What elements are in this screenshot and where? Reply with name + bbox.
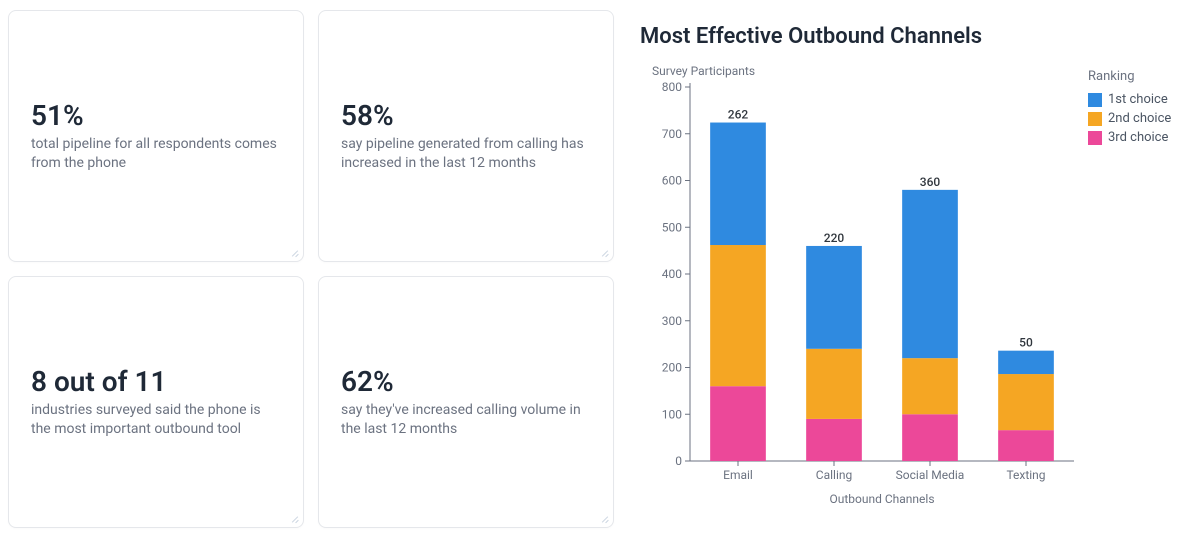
stat-value: 62% [341, 365, 591, 399]
stat-card: 51% total pipeline for all respondents c… [8, 10, 304, 262]
y-axis-title: Survey Participants [652, 64, 755, 78]
y-tick-label: 300 [662, 314, 682, 328]
bar-segment [902, 414, 958, 461]
stat-card: 8 out of 11 industries surveyed said the… [8, 276, 304, 528]
chart-panel: Most Effective Outbound Channels Survey … [616, 8, 1198, 530]
stacked-bar-chart: Survey Participants 0 100 200 300 400 500 600 70… [640, 57, 1080, 517]
stat-description: industries surveyed said the phone is th… [31, 401, 281, 439]
resize-handle-icon [598, 512, 610, 524]
legend-swatch [1088, 112, 1102, 126]
stat-value: 51% [31, 99, 281, 133]
y-tick-label: 600 [662, 174, 682, 188]
resize-handle-icon [288, 246, 300, 258]
y-tick-label: 700 [662, 127, 682, 141]
bar-value-label: 262 [728, 108, 749, 122]
legend-item: 3rd choice [1088, 130, 1190, 145]
x-tick-label: Email [723, 468, 753, 482]
chart-plot-area: Survey Participants 0 100 200 300 400 500 600 70… [640, 57, 1080, 522]
y-tick-label: 500 [662, 220, 682, 234]
bar-segment [806, 349, 862, 419]
bar-segment [998, 430, 1054, 461]
bar-segment [710, 245, 766, 386]
legend-swatch [1088, 131, 1102, 145]
bar-segment [902, 190, 958, 358]
legend-item: 2nd choice [1088, 111, 1190, 126]
legend-label: 3rd choice [1108, 130, 1168, 145]
resize-handle-icon [288, 512, 300, 524]
y-tick-label: 800 [662, 80, 682, 94]
legend-swatch [1088, 93, 1102, 107]
y-tick-label: 200 [662, 361, 682, 375]
bar-value-label: 360 [920, 175, 941, 189]
stat-card: 58% say pipeline generated from calling … [318, 10, 614, 262]
resize-handle-icon [598, 246, 610, 258]
bar-value-label: 50 [1019, 336, 1033, 350]
legend-label: 2nd choice [1108, 111, 1171, 126]
bar-segment [902, 358, 958, 414]
legend-label: 1st choice [1108, 92, 1168, 107]
y-tick-label: 0 [675, 454, 682, 468]
chart-title: Most Effective Outbound Channels [640, 24, 1190, 49]
stat-cards-grid: 51% total pipeline for all respondents c… [6, 8, 616, 530]
stat-value: 58% [341, 99, 591, 133]
x-axis-title: Outbound Channels [829, 492, 934, 506]
stat-description: say pipeline generated from calling has … [341, 135, 591, 173]
y-tick-label: 400 [662, 267, 682, 281]
bar-value-label: 220 [824, 231, 845, 245]
y-tick-label: 100 [662, 407, 682, 421]
chart-legend: Ranking 1st choice 2nd choice 3rd choice [1080, 57, 1190, 522]
x-tick-label: Calling [816, 468, 852, 482]
legend-item: 1st choice [1088, 92, 1190, 107]
stat-card: 62% say they've increased calling volume… [318, 276, 614, 528]
chart-body: Survey Participants 0 100 200 300 400 500 600 70… [640, 57, 1190, 522]
bar-segment [998, 351, 1054, 374]
stat-description: total pipeline for all respondents comes… [31, 135, 281, 173]
bar-segment [710, 123, 766, 245]
stat-description: say they've increased calling volume in … [341, 401, 591, 439]
bar-segment [806, 419, 862, 461]
legend-title: Ranking [1088, 69, 1190, 84]
bar-segment [710, 386, 766, 461]
x-tick-label: Texting [1006, 468, 1045, 482]
x-tick-label: Social Media [896, 468, 965, 482]
dashboard-page: 51% total pipeline for all respondents c… [0, 0, 1204, 538]
bar-segment [806, 246, 862, 349]
bar-segment [998, 374, 1054, 430]
stat-value: 8 out of 11 [31, 365, 281, 399]
